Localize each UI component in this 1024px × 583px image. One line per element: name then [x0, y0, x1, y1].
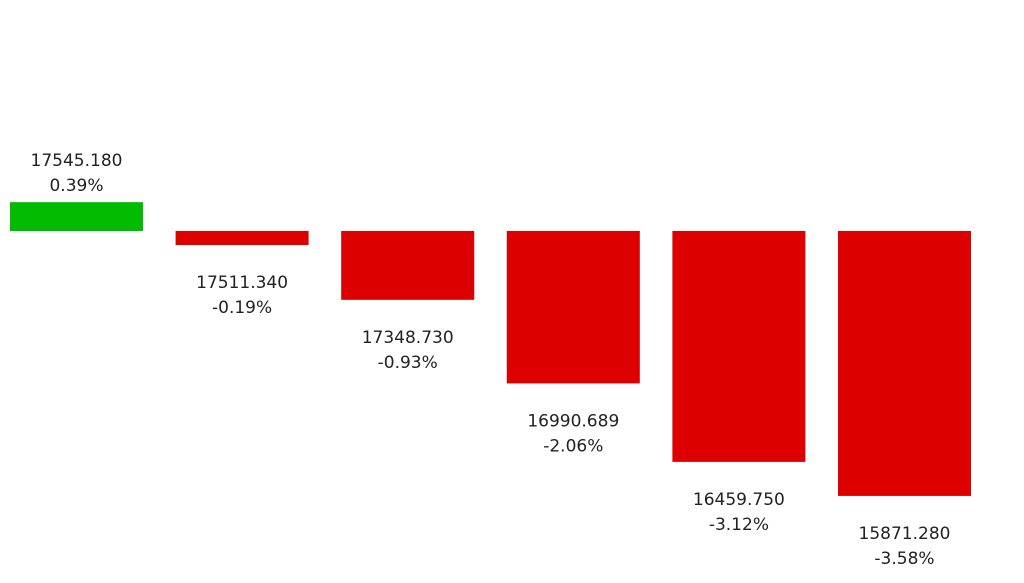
value-label: -2.06% [543, 436, 603, 456]
price-label: 16459.750 [693, 490, 785, 510]
value-label: -0.19% [212, 298, 272, 318]
value-label: -0.93% [378, 353, 438, 373]
price-label: 17545.180 [31, 151, 123, 171]
price-label: 17348.730 [362, 328, 454, 348]
bar [175, 231, 309, 246]
value-label: -3.58% [874, 549, 934, 569]
bar [838, 231, 971, 496]
bar [341, 231, 475, 300]
price-label: 16990.689 [527, 411, 619, 431]
bar [506, 231, 640, 384]
value-label: -3.12% [709, 515, 769, 535]
bar [10, 202, 143, 231]
bar [672, 231, 806, 462]
value-label: 0.39% [49, 176, 103, 196]
price-label: 17511.340 [196, 273, 288, 293]
price-label: 15871.280 [859, 524, 951, 544]
